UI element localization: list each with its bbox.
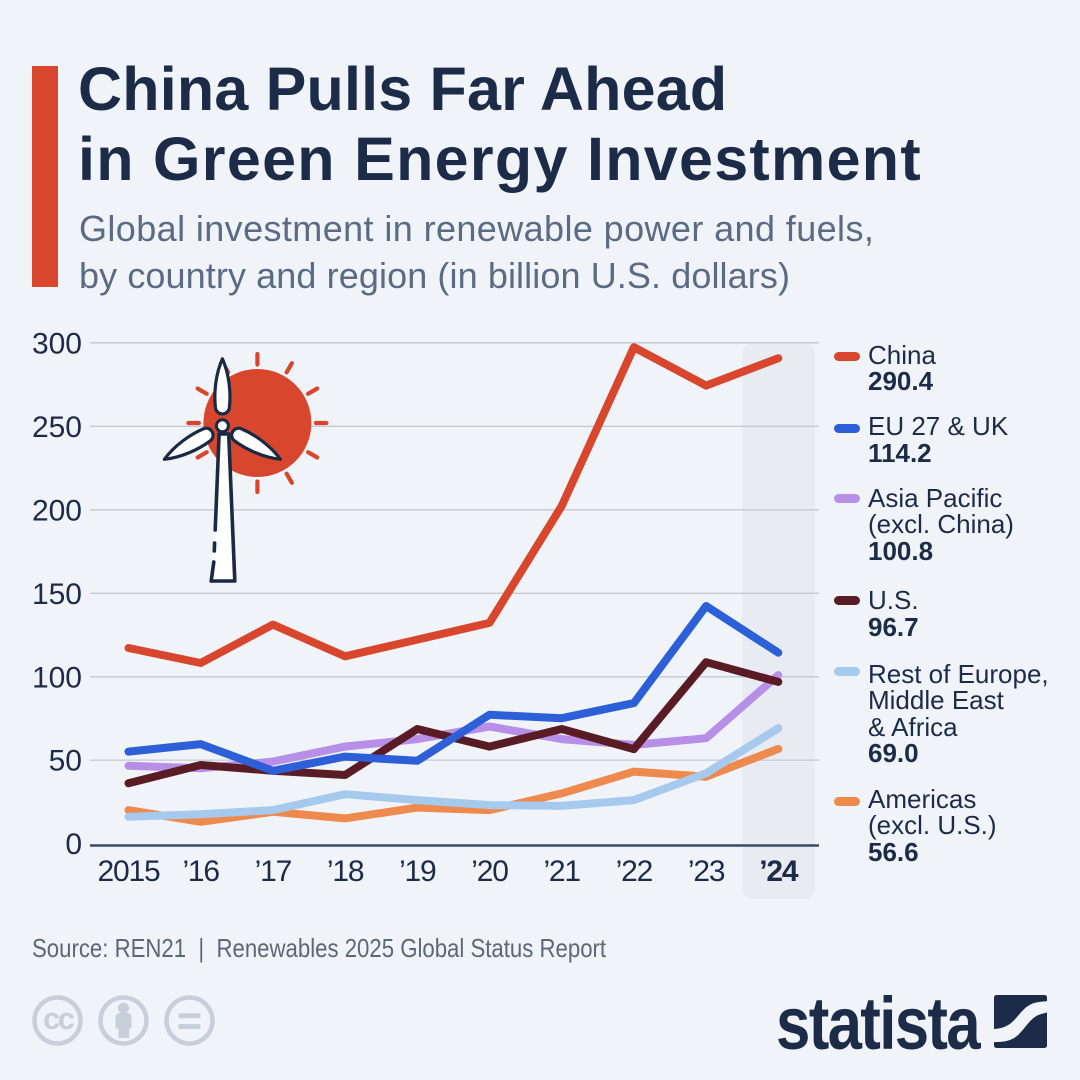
svg-text:100: 100 bbox=[32, 661, 82, 694]
svg-text:150: 150 bbox=[32, 578, 82, 611]
svg-text:’19: ’19 bbox=[399, 855, 436, 888]
svg-text:cc: cc bbox=[43, 1001, 75, 1036]
svg-text:’20: ’20 bbox=[471, 855, 508, 888]
svg-text:50: 50 bbox=[49, 745, 82, 778]
svg-text:200: 200 bbox=[32, 494, 82, 527]
svg-text:2015: 2015 bbox=[98, 855, 160, 888]
svg-text:’16: ’16 bbox=[182, 855, 219, 888]
svg-text:’22: ’22 bbox=[616, 855, 653, 888]
svg-text:’17: ’17 bbox=[255, 855, 292, 888]
svg-text:’18: ’18 bbox=[327, 855, 364, 888]
svg-text:’24: ’24 bbox=[759, 855, 799, 888]
svg-text:’23: ’23 bbox=[688, 855, 725, 888]
svg-text:250: 250 bbox=[32, 411, 82, 444]
svg-text:300: 300 bbox=[32, 327, 82, 360]
svg-text:0: 0 bbox=[65, 828, 82, 861]
svg-text:’21: ’21 bbox=[543, 855, 580, 888]
